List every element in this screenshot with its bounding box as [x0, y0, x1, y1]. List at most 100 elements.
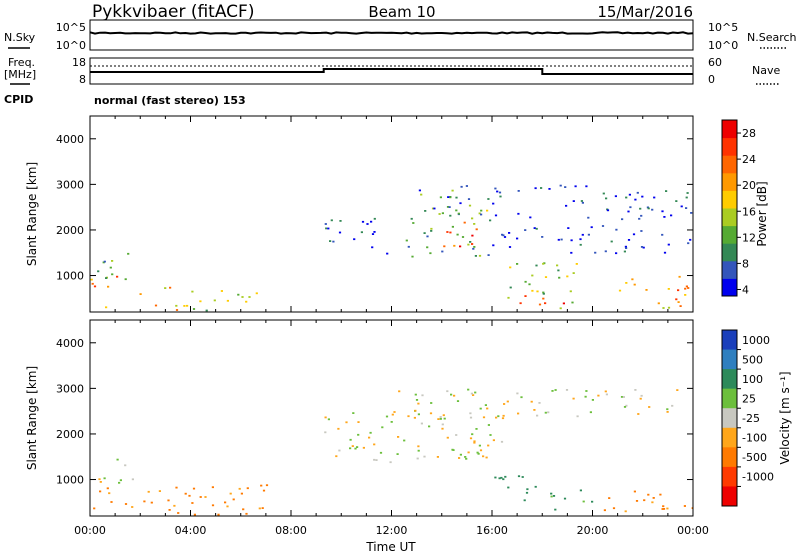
heat-cell	[407, 415, 410, 418]
heat-cell	[458, 457, 461, 459]
x-tick-label: 00:00	[74, 524, 106, 537]
heat-cell	[467, 198, 471, 200]
heat-cell	[671, 404, 674, 407]
heat-cell	[677, 289, 680, 292]
heat-cell	[324, 431, 327, 434]
heat-cell	[150, 501, 153, 504]
colorbar-swatch	[722, 120, 737, 139]
heat-cell	[217, 513, 220, 516]
heat-cell	[579, 243, 582, 246]
heat-cell	[684, 287, 687, 290]
heat-cell	[468, 204, 472, 207]
heat-cell	[550, 492, 553, 495]
heat-cell	[265, 484, 269, 487]
heat-cell	[105, 306, 108, 309]
heat-cell	[357, 421, 360, 423]
heat-cell	[211, 486, 214, 489]
heat-cell	[453, 394, 456, 397]
heat-cell	[371, 246, 374, 249]
heat-cell	[612, 507, 616, 510]
heat-cell	[627, 239, 631, 241]
x-tick-label: 00:00	[677, 524, 709, 537]
heat-cell	[487, 254, 490, 256]
y-tick-label: 3000	[56, 178, 84, 191]
heat-cell	[647, 207, 650, 210]
velocity-panel: 1000 2000 3000 4000 Slant Range [km]	[25, 319, 694, 517]
heat-cell	[544, 411, 547, 414]
heat-cell	[375, 459, 378, 461]
colorbar-tick-label: -25	[742, 412, 760, 425]
heat-cell	[651, 208, 654, 211]
heat-cell	[423, 232, 426, 234]
heat-cell	[536, 290, 539, 293]
heat-cell	[461, 236, 465, 238]
heat-cell	[177, 512, 180, 514]
heat-cell	[448, 206, 451, 208]
heat-cell	[98, 478, 101, 481]
colorbar-swatch	[722, 330, 737, 351]
heat-cell	[648, 406, 651, 408]
heat-cell	[349, 447, 352, 450]
heat-cell	[687, 242, 690, 245]
heat-cell	[99, 490, 102, 493]
heat-cell	[624, 510, 627, 513]
heat-cell	[634, 389, 637, 391]
heat-cell	[559, 184, 562, 187]
heat-cell	[414, 393, 417, 396]
heat-cell	[415, 399, 419, 401]
heat-cell	[438, 213, 441, 215]
heat-cell	[542, 297, 545, 300]
heat-cell	[492, 202, 495, 205]
colorbar-swatch	[722, 208, 737, 227]
heat-cell	[108, 492, 111, 495]
heat-cell	[446, 436, 449, 439]
heat-cell	[191, 290, 194, 293]
heat-cell	[398, 390, 401, 393]
heat-cell	[489, 434, 492, 436]
colorbar-swatch	[722, 137, 737, 156]
heat-cell	[417, 449, 420, 452]
nsky-left-tick-bottom: 10^0	[56, 39, 86, 52]
power-panel: 1000 2000 3000 4000 Slant Range [km]	[25, 115, 694, 313]
heat-cell	[443, 417, 446, 420]
power-ylabel: Slant Range [km]	[25, 162, 39, 266]
heat-cell	[565, 389, 569, 391]
heat-cell	[469, 412, 472, 415]
heat-cell	[459, 453, 462, 456]
heat-cell	[667, 288, 670, 290]
heat-cell	[91, 282, 94, 285]
heat-cell	[131, 478, 134, 481]
heat-cell	[360, 231, 363, 234]
heat-cell	[489, 219, 492, 222]
heat-cell	[608, 497, 611, 499]
heat-cell	[640, 230, 643, 232]
heat-cell	[554, 508, 557, 511]
heat-cell	[477, 452, 480, 455]
heat-cell	[517, 475, 521, 478]
y-tick-label: 4000	[56, 337, 84, 350]
heat-cell	[623, 406, 627, 408]
heat-cell	[452, 449, 455, 451]
heat-cell	[106, 487, 109, 490]
heat-cell	[456, 400, 460, 402]
heat-cell	[509, 286, 512, 289]
heat-cell	[457, 212, 460, 215]
heat-cell	[451, 225, 454, 228]
heat-cell	[192, 487, 196, 490]
freq-left-tick-top: 18	[72, 56, 86, 69]
heat-cell	[524, 295, 527, 297]
nsky-right-tick-top: 10^5	[708, 21, 738, 34]
heat-cell	[175, 486, 178, 489]
heat-cell	[651, 501, 654, 504]
heat-cell	[627, 210, 630, 213]
power-colorbar-label: Power [dB]	[755, 181, 769, 246]
heat-cell	[420, 193, 423, 196]
heat-cell	[524, 229, 527, 231]
heat-cell	[667, 243, 670, 246]
heat-cell	[232, 498, 235, 501]
colorbar-tick-label: 25	[742, 392, 756, 405]
heat-cell	[430, 227, 433, 230]
heat-cell	[260, 484, 263, 487]
heat-cell	[486, 209, 489, 212]
colorbar-tick-label: 24	[742, 153, 756, 166]
